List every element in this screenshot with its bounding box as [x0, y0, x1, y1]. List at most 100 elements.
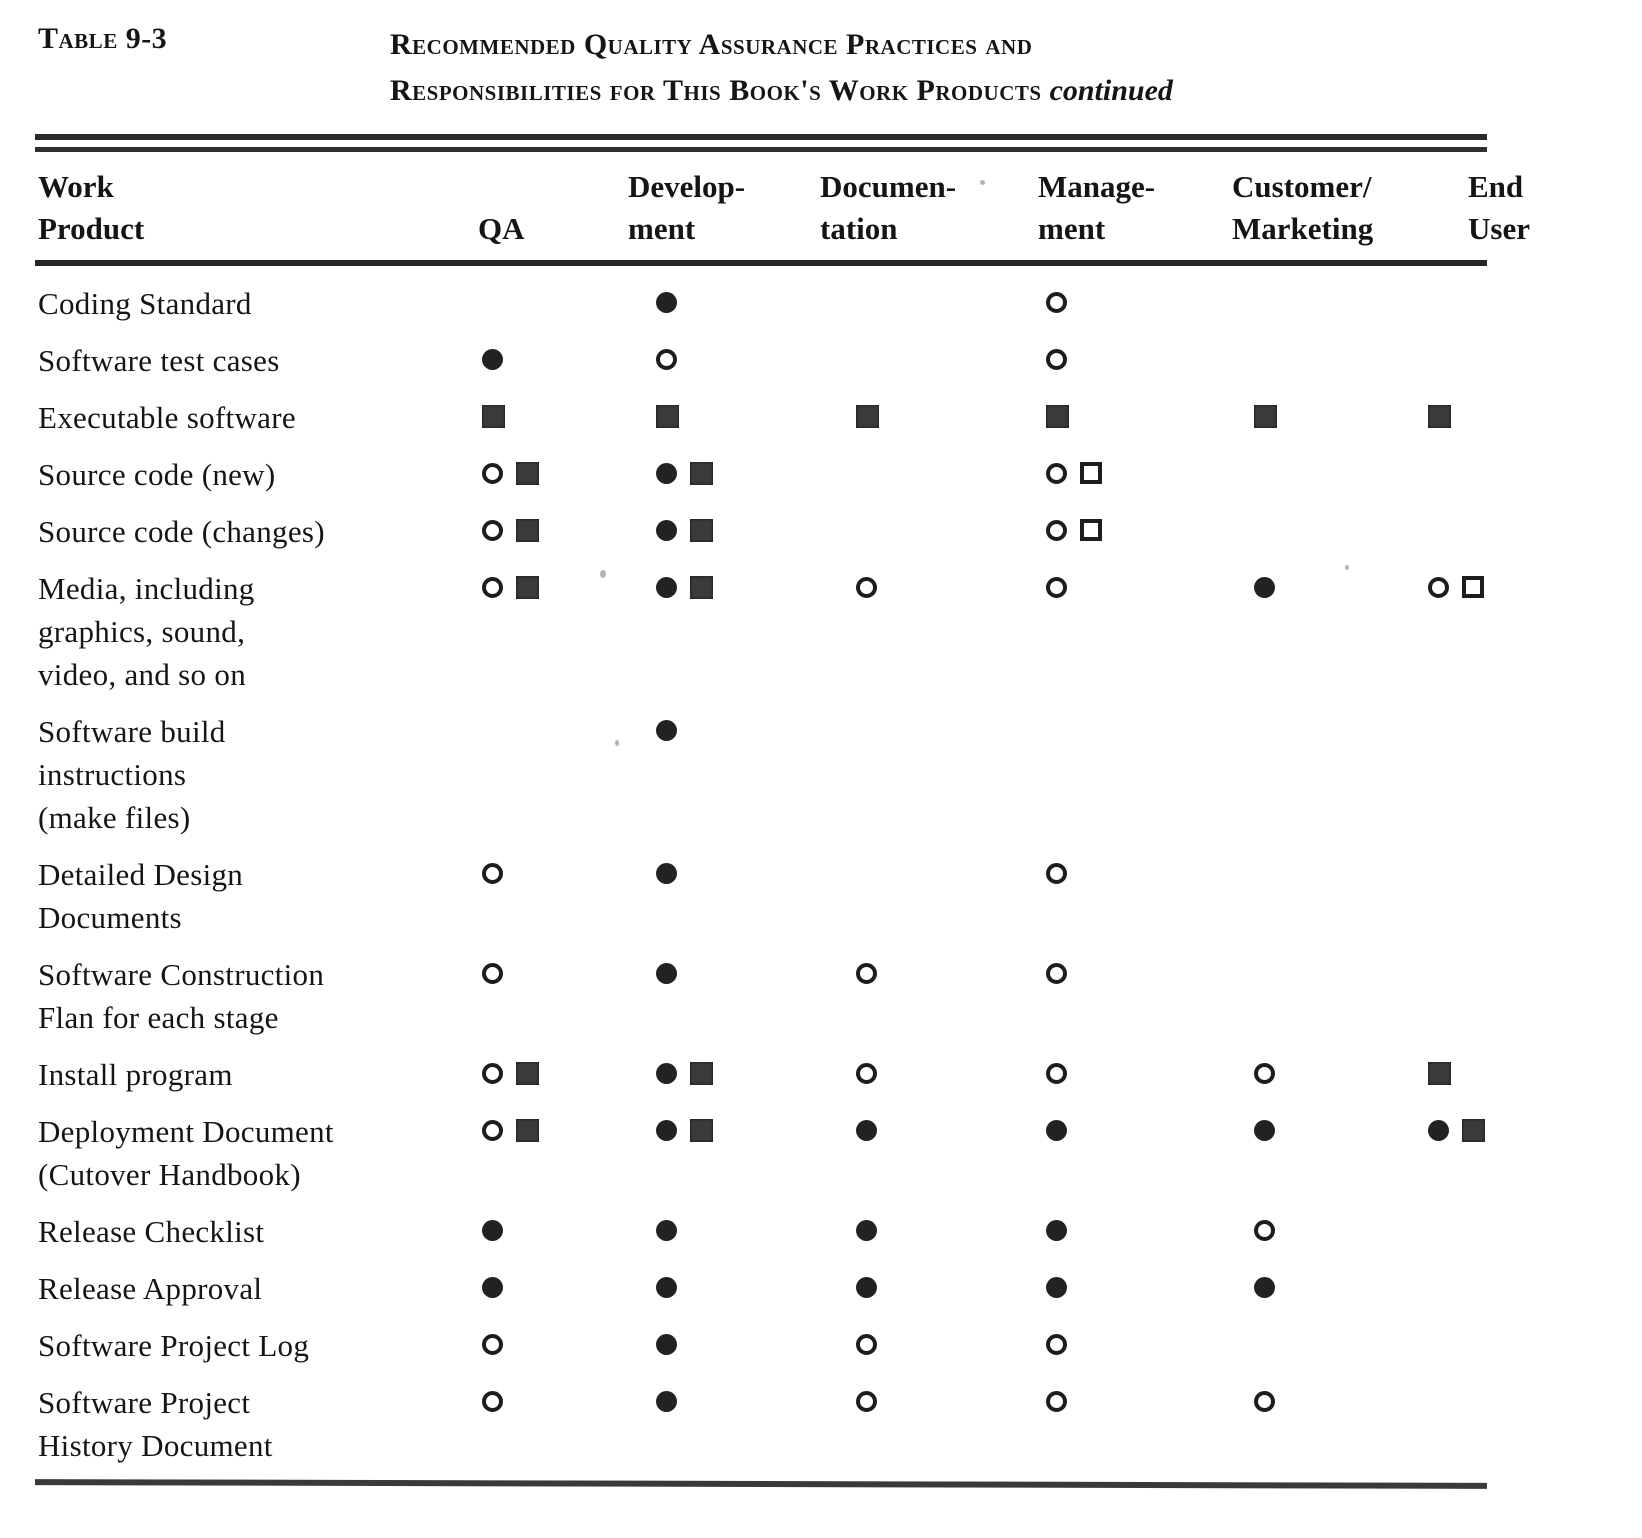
filled-circle-icon: [1428, 1120, 1449, 1141]
table-row: Executable software: [38, 396, 1642, 439]
open-circle-icon: [482, 863, 503, 884]
cell-management: [1038, 1267, 1232, 1298]
filled-square-icon: [516, 1062, 539, 1085]
cell-management: [1038, 567, 1232, 598]
column-header-label: Work Product: [38, 169, 145, 246]
work-product-label: Coding Standard: [38, 286, 252, 321]
column-header-documentation: Documen- tation: [820, 169, 957, 246]
open-circle-icon: [1046, 863, 1067, 884]
cell-management: [1038, 1053, 1232, 1084]
cell-development: [628, 339, 820, 370]
scan-speckle: [1345, 565, 1349, 570]
cell-management: [1038, 339, 1232, 370]
filled-square-icon: [690, 1062, 713, 1085]
continued-marker: continued: [1049, 74, 1173, 107]
work-product-label: Release Checklist: [38, 1214, 265, 1249]
qa-practices-table: Work Product QA Develop- ment Documen- tati…: [0, 152, 1642, 260]
work-product-label: Detailed Design Documents: [38, 857, 244, 935]
open-circle-icon: [482, 577, 503, 598]
table-row: Source code (new): [38, 453, 1642, 496]
filled-circle-icon: [656, 520, 677, 541]
filled-circle-icon: [856, 1220, 877, 1241]
cell-qa: [478, 1381, 628, 1412]
table-row: Source code (changes): [38, 510, 1642, 553]
work-product-label: Release Approval: [38, 1271, 263, 1306]
cell-development: [628, 510, 820, 542]
table-row: Detailed Design Documents: [38, 853, 1642, 939]
filled-square-icon: [1428, 1062, 1451, 1085]
cell-development: [628, 567, 820, 599]
table-row: Software Project Log: [38, 1324, 1642, 1367]
table-body: Coding Standard Software test cases Execut…: [0, 266, 1642, 1467]
table-row: Coding Standard: [38, 282, 1642, 325]
column-header-enduser: End User: [1468, 169, 1530, 246]
cell-qa: [478, 1267, 628, 1298]
open-circle-icon: [1046, 1334, 1067, 1355]
filled-circle-icon: [1046, 1120, 1067, 1141]
work-product-label: Software build instructions (make files): [38, 714, 226, 835]
open-circle-icon: [1046, 963, 1067, 984]
cell-enduser: [1428, 567, 1604, 598]
table-header-row: Work Product QA Develop- ment Documen- tati…: [38, 152, 1642, 260]
column-header-development: Develop- ment: [628, 169, 746, 246]
work-product-label: Media, including graphics, sound, video,…: [38, 571, 255, 692]
open-circle-icon: [1046, 463, 1067, 484]
scan-speckle: [980, 180, 985, 185]
column-header-management: Manage- ment: [1038, 169, 1156, 246]
filled-circle-icon: [656, 720, 677, 741]
cell-management: [1038, 282, 1232, 313]
open-circle-icon: [482, 463, 503, 484]
filled-square-icon: [690, 1119, 713, 1142]
cell-enduser: [1428, 1110, 1604, 1142]
work-product-label: Software Project History Document: [38, 1385, 273, 1463]
table-row: Software test cases: [38, 339, 1642, 382]
work-product-label: Deployment Document (Cutover Handbook): [38, 1114, 334, 1192]
filled-circle-icon: [482, 349, 503, 370]
cell-qa: [478, 953, 628, 984]
cell-development: [628, 396, 820, 428]
filled-square-icon: [1428, 405, 1451, 428]
open-square-icon: [1462, 576, 1484, 598]
filled-circle-icon: [656, 1391, 677, 1412]
cell-development: [628, 453, 820, 485]
filled-circle-icon: [482, 1220, 503, 1241]
cell-customer: [1232, 567, 1428, 598]
cell-customer: [1232, 1381, 1428, 1412]
table-title: Recommended Quality Assurance Practices …: [390, 22, 1173, 114]
filled-circle-icon: [656, 577, 677, 598]
filled-square-icon: [516, 576, 539, 599]
column-header-qa: QA: [478, 211, 525, 246]
table-row: Release Approval: [38, 1267, 1642, 1310]
work-product-label: Software Project Log: [38, 1328, 310, 1363]
table-title-line2: Responsibilities for This Book's Work Pr…: [390, 74, 1173, 107]
open-circle-icon: [1046, 520, 1067, 541]
table-row: Media, including graphics, sound, video,…: [38, 567, 1642, 696]
table-row: Release Checklist: [38, 1210, 1642, 1253]
filled-square-icon: [482, 405, 505, 428]
open-circle-icon: [482, 1120, 503, 1141]
cell-development: [628, 282, 820, 313]
open-circle-icon: [1428, 577, 1449, 598]
cell-documentation: [820, 396, 1038, 428]
filled-square-icon: [690, 462, 713, 485]
table-row: Deployment Document (Cutover Handbook): [38, 1110, 1642, 1196]
filled-circle-icon: [656, 292, 677, 313]
scan-speckle: [600, 570, 606, 578]
cell-development: [628, 1053, 820, 1085]
filled-square-icon: [690, 576, 713, 599]
table-number: Table 9-3: [38, 22, 168, 55]
cell-management: [1038, 453, 1232, 484]
filled-square-icon: [1046, 405, 1069, 428]
cell-management: [1038, 1110, 1232, 1141]
filled-circle-icon: [482, 1277, 503, 1298]
cell-customer: [1232, 1210, 1428, 1241]
open-circle-icon: [856, 577, 877, 598]
cell-documentation: [820, 1267, 1038, 1298]
work-product-label: Source code (changes): [38, 514, 325, 549]
cell-management: [1038, 953, 1232, 984]
open-circle-icon: [856, 1063, 877, 1084]
cell-management: [1038, 1381, 1232, 1412]
filled-circle-icon: [1254, 1120, 1275, 1141]
cell-development: [628, 1324, 820, 1355]
open-circle-icon: [856, 1391, 877, 1412]
